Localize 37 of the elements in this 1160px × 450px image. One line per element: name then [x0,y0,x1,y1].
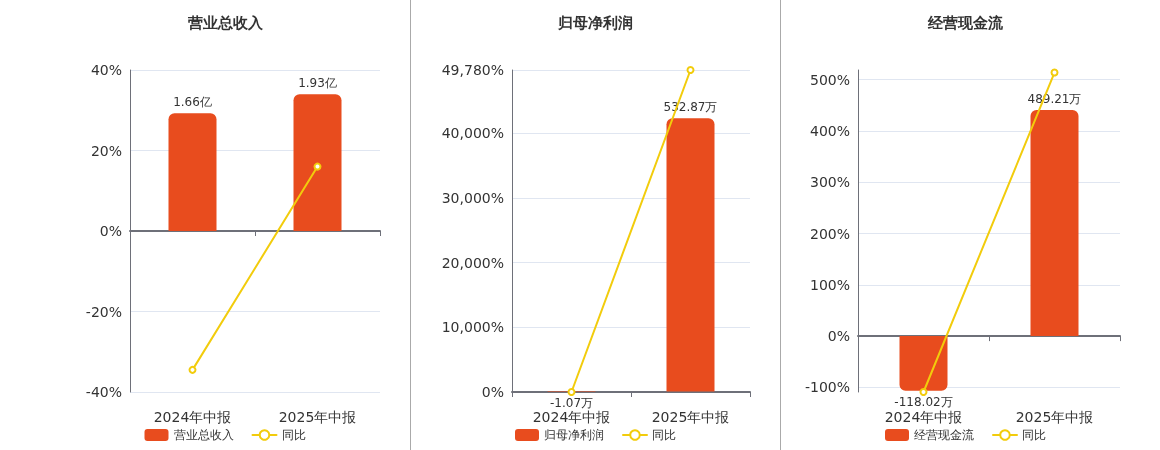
y-tick-label: -20% [85,303,122,320]
y-tick-label: 400% [809,123,850,140]
y-tick-label: -40% [85,384,122,400]
y-tick-label: -100% [804,379,850,396]
data-label: 1.93亿 [298,76,337,91]
legend-label: 归母净利润 [544,428,604,442]
legend-label: 同比 [281,428,306,442]
x-tick-label: 2024年中报 [884,409,963,425]
chart-title: 归母净利润 [557,13,633,32]
y-tick-label: 40,000% [441,125,504,142]
y-tick-label: 10,000% [441,319,504,336]
y-tick-label: 30,000% [441,189,504,206]
y-tick-label: 200% [809,225,850,242]
x-tick-label: 2025年中报 [278,409,357,425]
y-tick-label: 500% [809,71,850,88]
data-label: -1.07万 [549,396,594,410]
y-tick-label: 49,780% [441,62,504,78]
legend-label: 营业总收入 [173,428,234,442]
y-tick-label: 0% [481,384,504,400]
y-tick-label: 100% [809,276,850,293]
data-label: 1.66亿 [173,95,212,110]
x-tick-label: 2025年中报 [1015,409,1094,425]
y-tick-label: 40% [90,62,122,78]
data-label: -118.02万 [894,394,953,409]
y-tick-label: 0% [827,328,850,345]
x-tick-label: 2025年中报 [651,409,730,425]
chart-title: 经营现金流 [927,13,1004,32]
y-tick-label: 0% [99,223,122,239]
y-tick-label: 300% [809,174,850,191]
chart-title: 营业总收入 [186,13,264,32]
x-tick-label: 2024年中报 [532,409,611,425]
y-tick-label: 20% [90,142,122,159]
legend-label: 经营现金流 [914,428,974,442]
legend-label: 同比 [652,428,676,442]
x-tick-label: 2024年中报 [153,409,232,425]
y-tick-label: 20,000% [441,254,504,271]
legend-label: 同比 [1022,428,1046,442]
